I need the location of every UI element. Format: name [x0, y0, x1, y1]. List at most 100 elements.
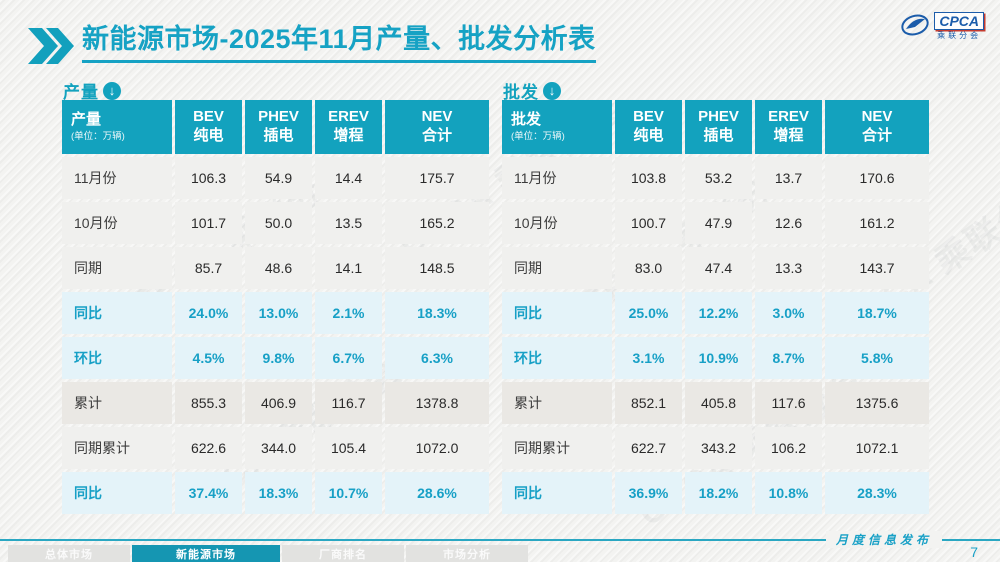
row-label: 同期 [502, 246, 612, 289]
footer-tab[interactable]: 市场分析 [406, 545, 528, 562]
production-table: 产量 (单位：万辆) BEV 纯电 PHEV 插电 EREV 增程 NEV 合计 11月份 106.3… [62, 100, 489, 514]
table-cell: 53.2 [685, 156, 752, 199]
section-label: 批发 [503, 83, 539, 102]
section-header-production: 产量 ↓ [63, 78, 121, 103]
table-cell: 344.0 [245, 426, 312, 469]
table-cell: 48.6 [245, 246, 312, 289]
column-header-en: BEV [633, 108, 664, 126]
table-cell: 13.3 [755, 246, 822, 289]
column-header: BEV 纯电 [175, 100, 242, 154]
table-cell: 106.2 [755, 426, 822, 469]
table-cell: 47.9 [685, 201, 752, 244]
table-cell: 28.6% [385, 471, 489, 514]
table-cell: 10.8% [755, 471, 822, 514]
row-label: 累计 [62, 381, 172, 424]
table-cell: 12.6 [755, 201, 822, 244]
table-cell: 105.4 [315, 426, 382, 469]
column-header: BEV 纯电 [615, 100, 682, 154]
down-arrow-circle-icon: ↓ [103, 81, 121, 100]
row-label: 同期累计 [502, 426, 612, 469]
table-cell: 18.3% [245, 471, 312, 514]
column-header-en: NEV [421, 108, 453, 126]
table-header-unit: (单位：万辆) [511, 130, 565, 142]
footer-divider [0, 539, 1000, 541]
column-header-en: EREV [328, 108, 369, 126]
table-cell: 12.2% [685, 291, 752, 334]
table-cell: 2.1% [315, 291, 382, 334]
table-cell: 165.2 [385, 201, 489, 244]
column-header-cn: 合计 [421, 127, 452, 144]
table-cell: 6.7% [315, 336, 382, 379]
table-cell: 13.7 [755, 156, 822, 199]
table-cell: 117.6 [755, 381, 822, 424]
table-cell: 6.3% [385, 336, 489, 379]
column-header-en: NEV [861, 108, 893, 126]
row-label: 同期 [62, 246, 172, 289]
table-cell: 116.7 [315, 381, 382, 424]
column-header-en: PHEV [698, 108, 739, 126]
table-cell: 54.9 [245, 156, 312, 199]
footer-tab[interactable]: 厂商排名 [282, 545, 404, 562]
column-header-cn: 纯电 [193, 127, 224, 144]
table-cell: 13.5 [315, 201, 382, 244]
table-cell: 37.4% [175, 471, 242, 514]
table-cell: 10.7% [315, 471, 382, 514]
table-cell: 405.8 [685, 381, 752, 424]
table-cell: 10.9% [685, 336, 752, 379]
column-header-en: PHEV [258, 108, 299, 126]
table-cell: 100.7 [615, 201, 682, 244]
table-cell: 143.7 [825, 246, 929, 289]
column-header: NEV 合计 [825, 100, 929, 154]
column-header: EREV 增程 [315, 100, 382, 154]
title-block: 新能源市场-2025年11月产量、批发分析表 [26, 24, 596, 64]
table-cell: 343.2 [685, 426, 752, 469]
table-cell: 103.8 [615, 156, 682, 199]
table-cell: 175.7 [385, 156, 489, 199]
section-label: 产量 [63, 83, 99, 102]
column-header-cn: 增程 [773, 127, 804, 144]
table-cell: 83.0 [615, 246, 682, 289]
table-cell: 106.3 [175, 156, 242, 199]
row-label: 同比 [62, 471, 172, 514]
table-header-title: 批发 [511, 111, 542, 129]
table-cell: 5.8% [825, 336, 929, 379]
footer-note: 月度信息发布 [825, 531, 942, 548]
row-label: 同比 [502, 471, 612, 514]
row-label: 同比 [502, 291, 612, 334]
footer-nav-tabs: 总体市场 新能源市场 厂商排名 市场分析 [8, 545, 528, 562]
column-header-cn: 合计 [861, 127, 892, 144]
column-header-en: EREV [768, 108, 809, 126]
row-label: 同期累计 [62, 426, 172, 469]
column-header: PHEV 插电 [245, 100, 312, 154]
table-cell: 161.2 [825, 201, 929, 244]
table-header-label: 批发 (单位：万辆) [502, 100, 612, 154]
column-header-cn: 插电 [703, 127, 734, 144]
cpca-logo-subtext: 乘联分会 [937, 31, 982, 40]
cpca-logo-text: CPCA 乘联分会 [934, 12, 984, 40]
column-header-en: BEV [193, 108, 224, 126]
table-cell: 28.3% [825, 471, 929, 514]
table-cell: 855.3 [175, 381, 242, 424]
table-cell: 1375.6 [825, 381, 929, 424]
table-cell: 85.7 [175, 246, 242, 289]
column-header-cn: 纯电 [633, 127, 664, 144]
table-cell: 852.1 [615, 381, 682, 424]
column-header: NEV 合计 [385, 100, 489, 154]
column-header: EREV 增程 [755, 100, 822, 154]
row-label: 同比 [62, 291, 172, 334]
table-cell: 9.8% [245, 336, 312, 379]
column-header-cn: 插电 [263, 127, 294, 144]
table-cell: 36.9% [615, 471, 682, 514]
table-cell: 25.0% [615, 291, 682, 334]
footer-tab[interactable]: 总体市场 [8, 545, 130, 562]
row-label: 11月份 [502, 156, 612, 199]
cpca-logo: CPCA 乘联分会 [900, 12, 984, 40]
footer-tab[interactable]: 新能源市场 [132, 545, 280, 562]
table-cell: 101.7 [175, 201, 242, 244]
cpca-swoosh-icon [901, 14, 930, 36]
table-header-title: 产量 [71, 111, 102, 129]
table-cell: 18.2% [685, 471, 752, 514]
page-number: 7 [970, 544, 978, 560]
table-cell: 47.4 [685, 246, 752, 289]
